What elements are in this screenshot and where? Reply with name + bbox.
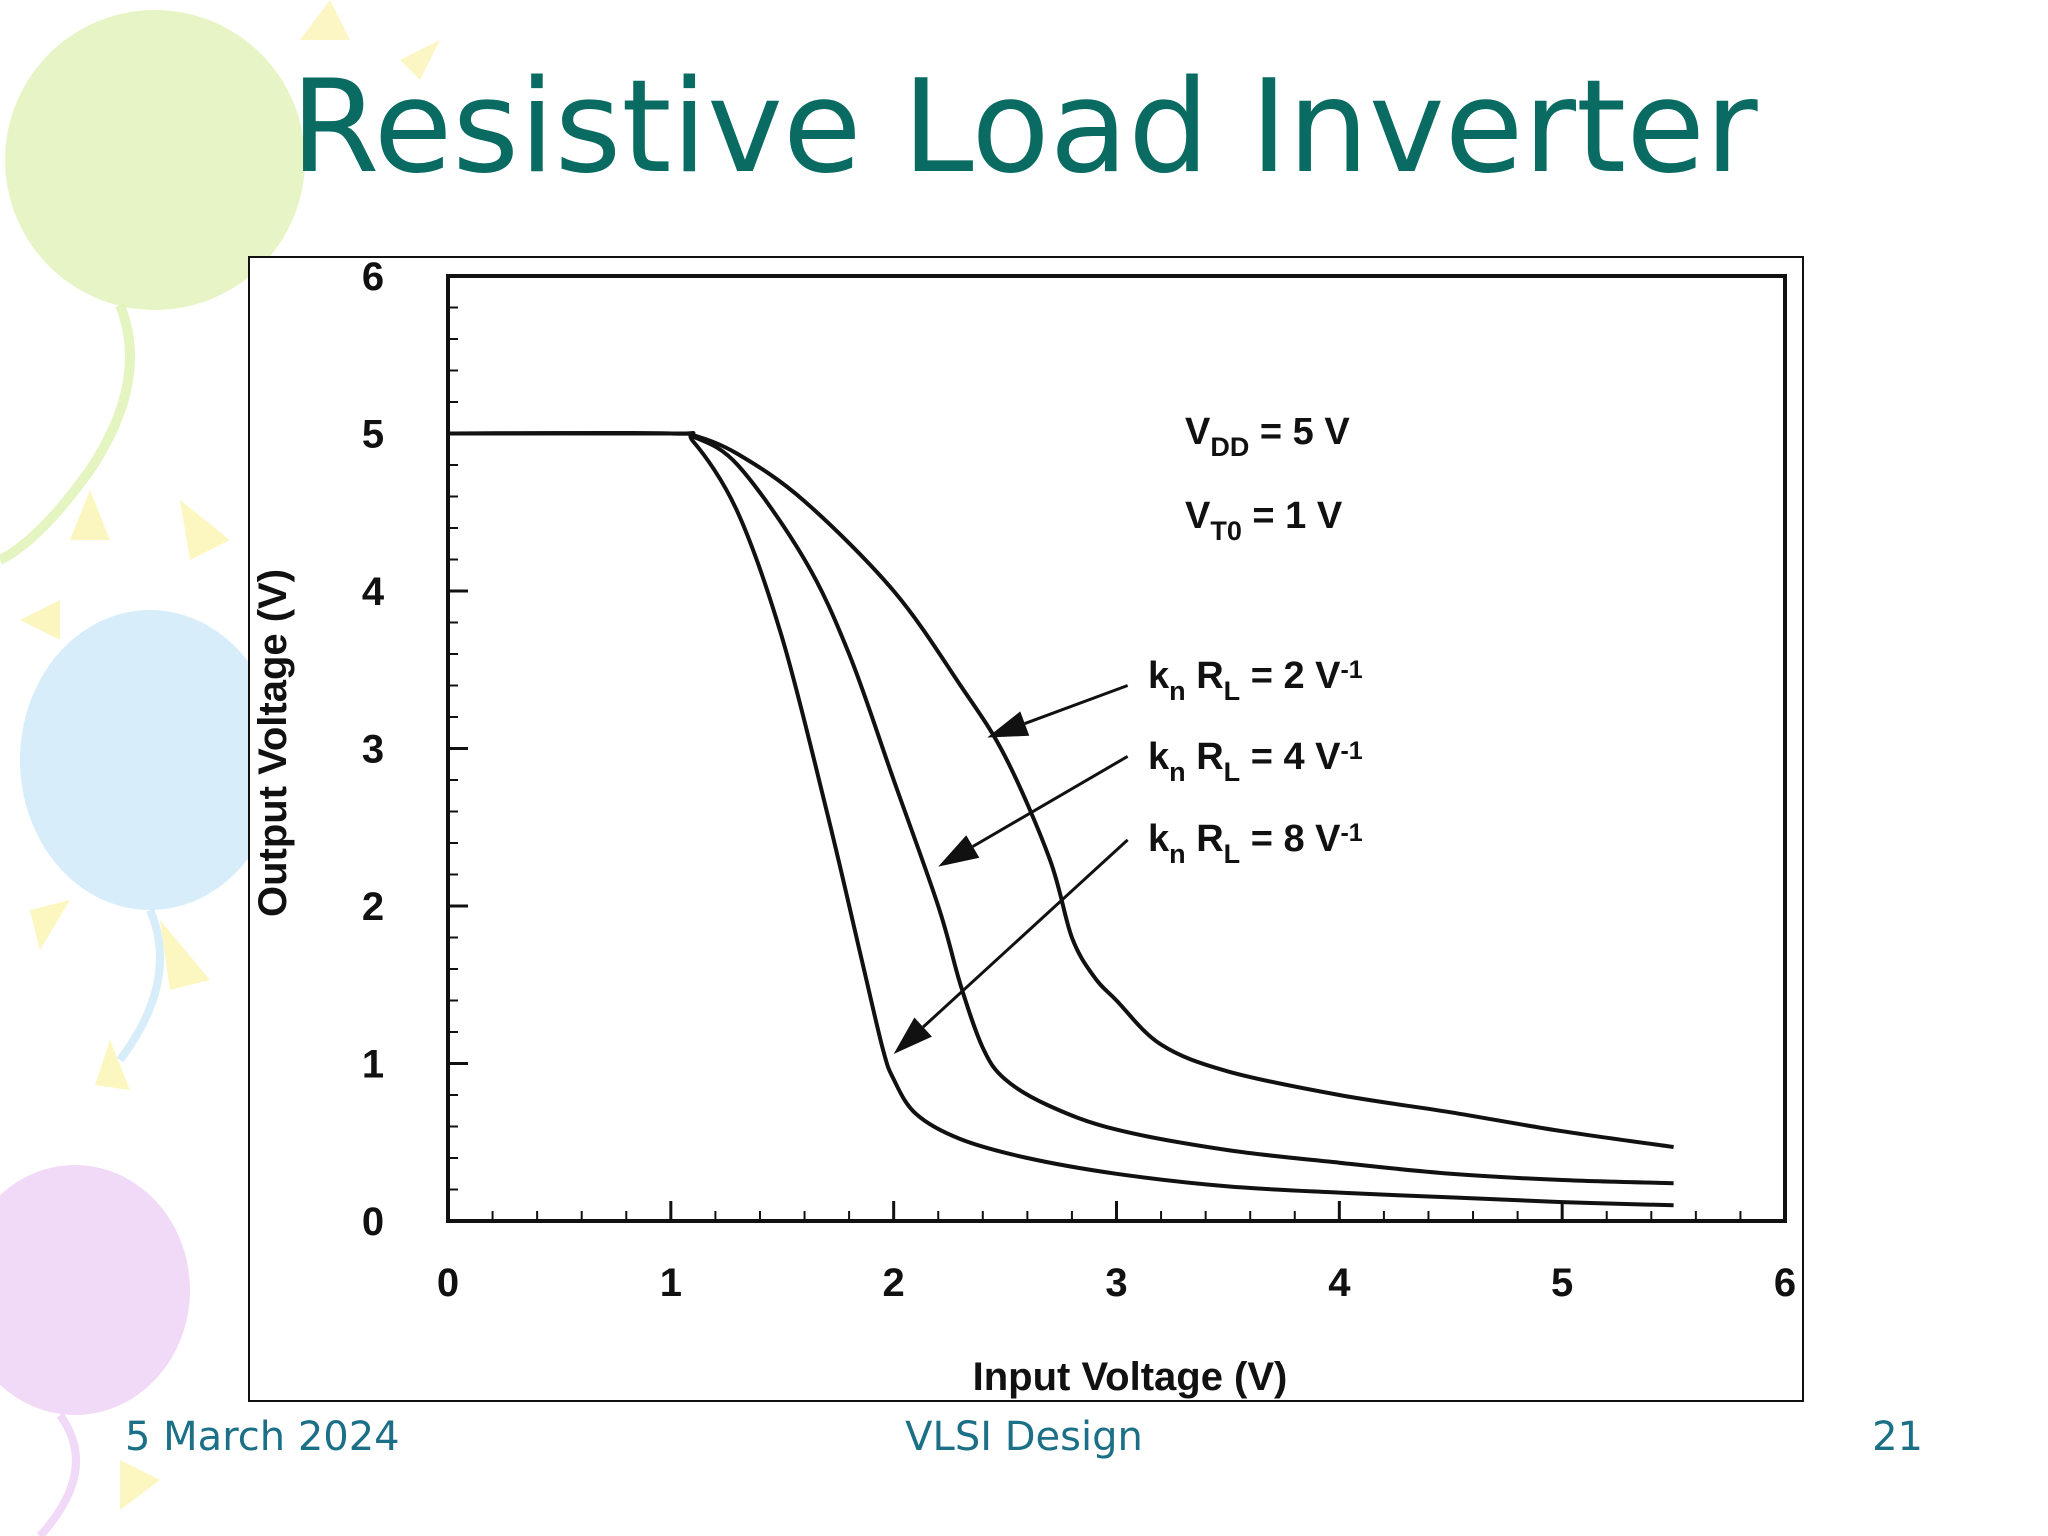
series-line-2 [447, 430, 1674, 1208]
r-subscript: L [1224, 757, 1241, 787]
r-symbol: R [1186, 655, 1224, 697]
k-subscript: n [1169, 839, 1186, 869]
k-subscript: n [1169, 676, 1186, 706]
minor-ticks [448, 306, 1742, 1221]
series-label-kn-rl-4: kn RL = 4 V-1 [1148, 736, 1363, 787]
vt0-subscript: T0 [1210, 516, 1242, 546]
x-tick-label: 3 [1105, 1261, 1127, 1305]
figure-frame [248, 256, 1804, 1402]
series-label-kn-rl-2: kn RL = 2 V-1 [1148, 655, 1363, 706]
vdd-annotation: VDD = 5 V [1185, 411, 1350, 462]
arrow-head-2 [893, 1017, 932, 1055]
label-value: = 2 V [1240, 655, 1341, 697]
y-tick-label: 0 [362, 1200, 384, 1244]
series-label-kn-rl-8: kn RL = 8 V-1 [1148, 818, 1363, 869]
label-value: = 4 V [1240, 736, 1341, 778]
x-tick-label: 6 [1774, 1261, 1796, 1305]
x-tick-label: 4 [1328, 1261, 1351, 1305]
y-tick-label: 5 [362, 413, 384, 457]
vdd-value: = 5 V [1249, 411, 1350, 453]
vt0-main: V [1185, 495, 1211, 537]
slide-title: Resistive Load Inverter [290, 53, 1758, 202]
label-exponent: -1 [1340, 819, 1362, 847]
k-symbol: k [1148, 736, 1170, 778]
major-ticks [446, 274, 1787, 1223]
blue-balloon-icon [20, 610, 280, 1063]
footer-date: 5 March 2024 [125, 1414, 400, 1460]
x-tick-label: 0 [437, 1261, 459, 1305]
x-tick-label: 1 [660, 1261, 682, 1305]
arrow-head-0 [987, 711, 1030, 738]
footer-page-number: 21 [1872, 1414, 1923, 1460]
yellow-rays-icon [20, 490, 230, 1510]
y-tick-label: 2 [362, 885, 384, 929]
label-exponent: -1 [1340, 737, 1362, 765]
arrow-shaft-2 [922, 838, 1129, 1029]
y-tick-label: 1 [362, 1043, 384, 1087]
vdd-main: V [1185, 411, 1211, 453]
arrow-shaft-0 [1024, 684, 1129, 725]
y-tick-label: 4 [362, 570, 385, 614]
y-axis-title: Output Voltage (V) [251, 569, 295, 917]
r-subscript: L [1224, 676, 1241, 706]
arrow-shaft-1 [972, 755, 1129, 848]
series-line-1 [447, 431, 1674, 1186]
footer-course-title: VLSI Design [905, 1414, 1143, 1460]
tick-labels: 0 1 2 3 4 5 6 0 1 2 3 4 5 6 [362, 256, 1796, 1305]
arrows [893, 684, 1129, 1055]
series-line-0 [447, 431, 1674, 1149]
vdd-subscript: DD [1210, 432, 1249, 462]
vt0-value: = 1 V [1242, 495, 1343, 537]
purple-balloon-icon [0, 1165, 190, 1536]
y-tick-label: 3 [362, 728, 384, 772]
vt0-annotation: VT0 = 1 V [1185, 495, 1343, 546]
label-value: = 8 V [1240, 818, 1341, 860]
label-exponent: -1 [1340, 656, 1362, 684]
y-tick-label: 6 [362, 256, 384, 299]
r-symbol: R [1186, 736, 1224, 778]
arrow-head-1 [938, 835, 980, 867]
k-symbol: k [1148, 818, 1170, 860]
green-balloon-icon [0, 0, 440, 565]
x-tick-label: 2 [883, 1261, 905, 1305]
x-axis-title: Input Voltage (V) [973, 1355, 1288, 1399]
r-subscript: L [1224, 839, 1241, 869]
k-subscript: n [1169, 757, 1186, 787]
k-symbol: k [1148, 655, 1170, 697]
transfer-characteristic-chart: 0 1 2 3 4 5 6 0 1 2 3 4 5 6 Input Voltage (V) Output … [248, 256, 1804, 1402]
x-tick-label: 5 [1551, 1261, 1573, 1305]
r-symbol: R [1186, 818, 1224, 860]
curves [447, 430, 1674, 1208]
